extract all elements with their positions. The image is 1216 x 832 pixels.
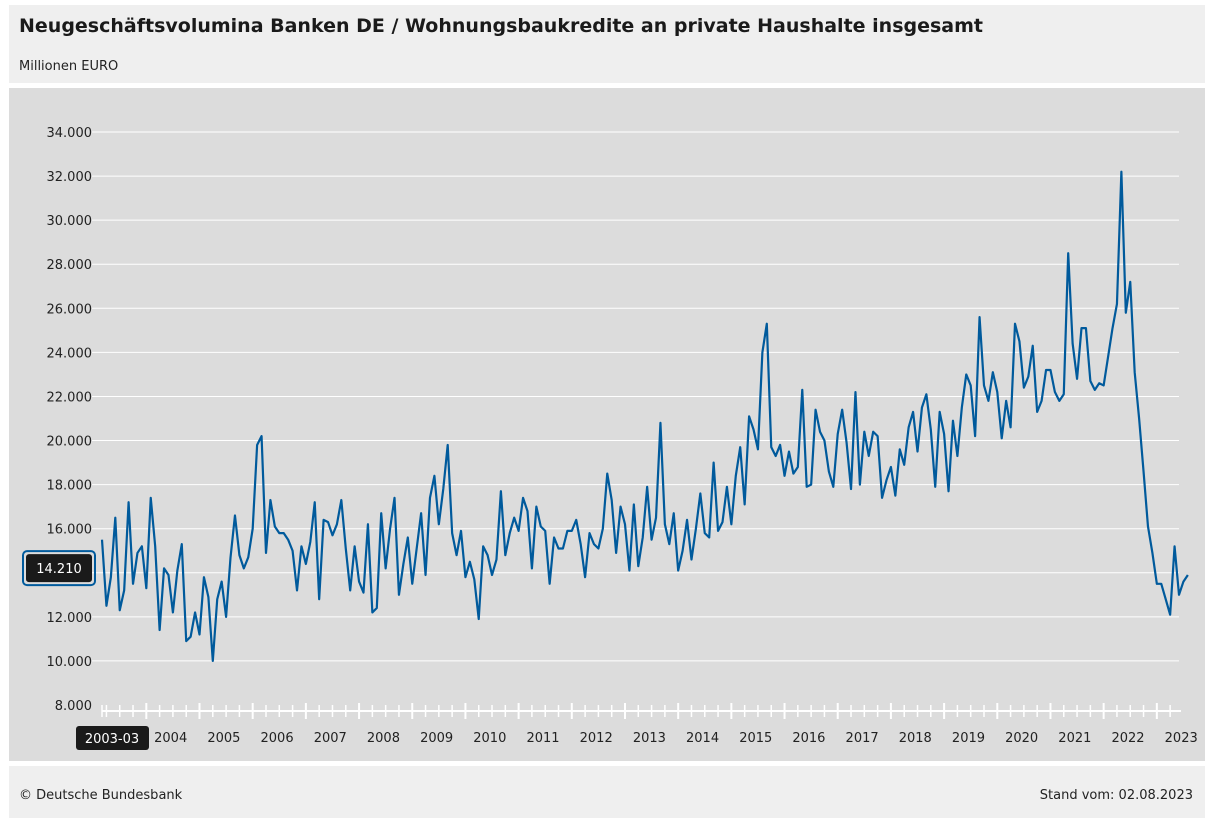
x-tick-label: 2014 [686, 731, 719, 746]
x-tick-label: 2008 [367, 731, 400, 746]
chart-header: Neugeschäftsvolumina Banken DE / Wohnung… [9, 5, 1205, 83]
x-tick-label: 2021 [1058, 731, 1091, 746]
chart-unit-label: Millionen EURO [19, 59, 119, 74]
y-tick-label: 20.000 [47, 435, 93, 450]
y-tick-label: 10.000 [47, 655, 93, 670]
x-tick-label: 2007 [314, 731, 347, 746]
data-date-text: Stand vom: 02.08.2023 [1039, 788, 1193, 803]
y-tick-label: 30.000 [47, 214, 93, 229]
x-tick-label: 2011 [526, 731, 559, 746]
y-tick-label: 32.000 [47, 170, 93, 185]
y-tick-label: 34.000 [47, 126, 93, 141]
x-tick-label: 2010 [473, 731, 506, 746]
x-tick-label: 2018 [899, 731, 932, 746]
x-tick-label: 2012 [580, 731, 613, 746]
x-tick-label: 2023 [1165, 731, 1198, 746]
x-tick-label: 2017 [846, 731, 879, 746]
chart-title: Neugeschäftsvolumina Banken DE / Wohnung… [19, 15, 983, 37]
y-tick-label: 12.000 [47, 611, 93, 626]
x-tick-label: 2005 [207, 731, 240, 746]
data-series-line[interactable] [100, 170, 1189, 663]
y-tick-label: 24.000 [47, 346, 93, 361]
x-tick-label: 2006 [261, 731, 294, 746]
copyright-text: © Deutsche Bundesbank [19, 788, 183, 803]
y-tick-label: 16.000 [47, 523, 93, 538]
chart-footer: © Deutsche Bundesbank Stand vom: 02.08.2… [9, 766, 1205, 818]
x-tick-label: 2016 [792, 731, 825, 746]
y-tick-label: 28.000 [47, 258, 93, 273]
chart-area[interactable]: 8.00010.00012.00014.00016.00018.00020.00… [9, 88, 1205, 761]
x-tick-label: 2022 [1111, 731, 1144, 746]
x-tick-label: 2013 [633, 731, 666, 746]
x-tick-label: 2009 [420, 731, 453, 746]
x-tick-label: 2020 [1005, 731, 1038, 746]
line-chart[interactable]: 8.00010.00012.00014.00016.00018.00020.00… [9, 88, 1205, 761]
x-value-badge-text: 2003-03 [85, 732, 139, 747]
x-value-badge [76, 726, 149, 750]
x-tick-label: 2004 [154, 731, 187, 746]
y-value-badge-text: 14.210 [36, 562, 82, 577]
x-tick-label: 2019 [952, 731, 985, 746]
y-tick-label: 26.000 [47, 302, 93, 317]
y-tick-label: 18.000 [47, 479, 93, 494]
y-tick-label: 8.000 [55, 699, 92, 714]
y-value-badge [26, 554, 92, 583]
y-value-badge-frame [22, 550, 96, 587]
y-tick-label: 22.000 [47, 390, 93, 405]
x-tick-label: 2015 [739, 731, 772, 746]
